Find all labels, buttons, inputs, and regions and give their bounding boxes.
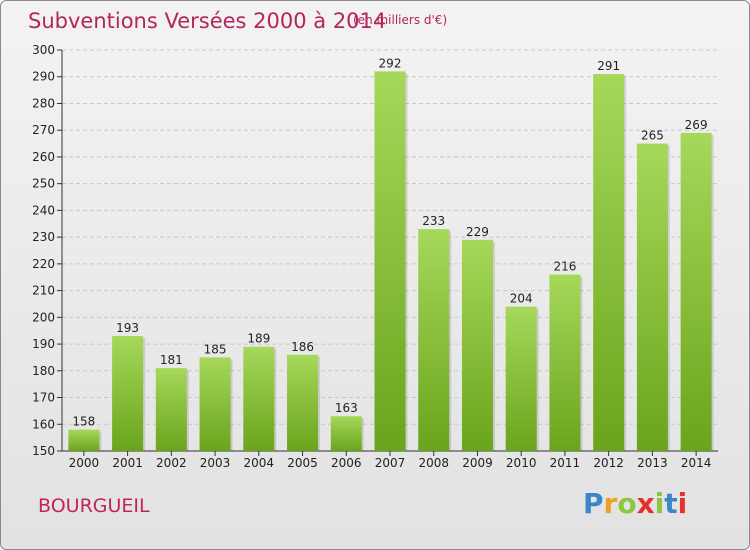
commune-name: BOURGUEIL	[38, 495, 150, 517]
bar	[155, 368, 187, 451]
x-tick-label: 2005	[287, 456, 318, 470]
logo-letter: o	[617, 487, 637, 520]
x-tick-label: 2007	[375, 456, 406, 470]
chart-subtitle: (en milliers d'€)	[353, 13, 448, 27]
bar	[418, 229, 450, 451]
y-tick-label: 180	[32, 364, 55, 378]
proxiti-logo: Proxiti	[583, 487, 687, 520]
data-label: 291	[597, 59, 620, 73]
data-label: 216	[553, 260, 576, 274]
logo-letter: i	[677, 487, 688, 520]
x-tick-label: 2009	[462, 456, 493, 470]
y-tick-label: 270	[32, 123, 55, 137]
logo-letter: t	[664, 487, 678, 520]
x-tick-label: 2008	[418, 456, 449, 470]
y-tick-label: 190	[32, 337, 55, 351]
x-tick-label: 2011	[550, 456, 581, 470]
data-label: 163	[335, 401, 358, 415]
y-tick-label: 250	[32, 177, 55, 191]
bar	[680, 132, 712, 451]
bar	[243, 346, 275, 451]
y-tick-label: 260	[32, 150, 55, 164]
y-tick-label: 220	[32, 257, 55, 271]
data-label: 186	[291, 340, 314, 354]
bar	[112, 336, 144, 451]
data-label: 265	[641, 129, 664, 143]
data-label: 158	[72, 415, 95, 429]
y-tick-label: 160	[32, 417, 55, 431]
y-tick-label: 200	[32, 310, 55, 324]
x-tick-label: 2002	[156, 456, 187, 470]
chart-title: Subventions Versées 2000 à 2014	[28, 9, 387, 33]
data-label: 269	[685, 118, 708, 132]
logo-letter: P	[583, 487, 604, 520]
logo-letter: i	[654, 487, 665, 520]
bar	[374, 71, 406, 452]
x-tick-label: 2006	[331, 456, 362, 470]
bar	[68, 429, 100, 451]
y-tick-label: 210	[32, 284, 55, 298]
logo-letter: r	[603, 487, 618, 520]
bar	[549, 274, 581, 451]
x-tick-label: 2004	[244, 456, 275, 470]
y-tick-label: 170	[32, 391, 55, 405]
logo-letter: x	[636, 487, 655, 520]
data-label: 233	[422, 214, 445, 228]
x-tick-label: 2013	[637, 456, 668, 470]
data-label: 185	[204, 342, 227, 356]
bar	[505, 306, 537, 451]
y-tick-label: 300	[32, 43, 55, 57]
data-label: 292	[379, 56, 402, 70]
data-label: 189	[247, 332, 270, 346]
y-tick-label: 290	[32, 70, 55, 84]
bar	[593, 74, 625, 451]
x-tick-label: 2001	[112, 456, 143, 470]
bar	[287, 354, 319, 451]
bar	[461, 239, 493, 451]
x-tick-label: 2003	[200, 456, 231, 470]
y-tick-label: 280	[32, 96, 55, 110]
y-tick-label: 240	[32, 203, 55, 217]
bar	[199, 357, 231, 451]
x-tick-label: 2014	[681, 456, 712, 470]
data-label: 229	[466, 225, 489, 239]
x-tick-label: 2010	[506, 456, 537, 470]
data-label: 204	[510, 292, 533, 306]
x-tick-label: 2000	[69, 456, 100, 470]
x-tick-label: 2012	[593, 456, 624, 470]
y-tick-label: 150	[32, 444, 55, 458]
bar	[330, 416, 362, 451]
data-label: 193	[116, 321, 139, 335]
bar	[636, 143, 668, 452]
y-tick-label: 230	[32, 230, 55, 244]
data-label: 181	[160, 353, 183, 367]
